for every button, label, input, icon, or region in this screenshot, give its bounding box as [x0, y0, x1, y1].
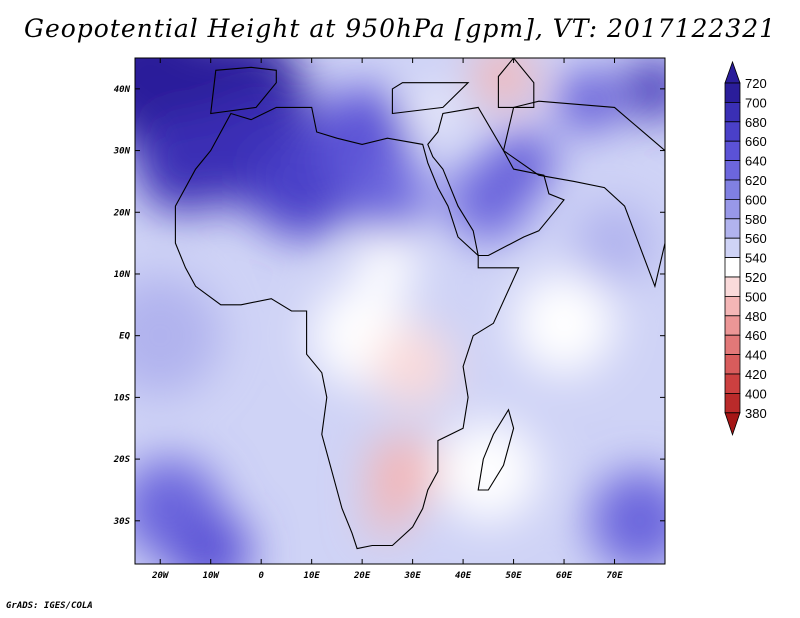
- lon-tick-label: 10W: [203, 571, 221, 581]
- colorbar-label: 480: [745, 309, 767, 324]
- field-blob: [135, 112, 236, 214]
- colorbar-swatch: [724, 121, 741, 142]
- lat-tick-label: 40N: [114, 85, 131, 95]
- lon-tick-label: 70E: [606, 571, 623, 581]
- height-field: [135, 58, 665, 564]
- lat-tick-label: 10S: [114, 393, 131, 403]
- grads-credit: GrADS: IGES/COLA: [6, 601, 93, 611]
- colorbar-swatch: [724, 160, 741, 181]
- colorbar-top-triangle: [724, 60, 741, 84]
- lon-tick-label: 30E: [403, 571, 421, 581]
- colorbar-label: 420: [745, 367, 767, 382]
- colorbar-label: 500: [745, 289, 767, 304]
- colorbar-swatch: [724, 315, 741, 336]
- lon-tick-label: 50E: [505, 571, 522, 581]
- colorbar-label: 620: [745, 173, 767, 188]
- madagascar-coastline: [477, 408, 515, 491]
- colorbar-swatch: [724, 237, 741, 258]
- colorbar-label: 660: [745, 134, 767, 149]
- colorbar-swatch: [724, 276, 741, 297]
- field-blob: [357, 231, 418, 292]
- field-blob: [559, 70, 620, 132]
- colorbar-swatch: [724, 218, 741, 239]
- colorbar-label: 380: [745, 406, 767, 421]
- lat-tick-label: 30N: [113, 147, 131, 157]
- colorbar: 720 700 680 660 640 620 600 580 560 540 520 500 480 4…: [724, 60, 767, 437]
- south-asia-coastline: [502, 100, 665, 289]
- field-blob: [589, 470, 665, 564]
- colorbar-swatch: [724, 354, 741, 375]
- lat-tick-label: 10N: [114, 270, 131, 280]
- field-blob: [170, 511, 252, 564]
- anatolia-coastline: [391, 82, 470, 115]
- colorbar-label: 700: [745, 95, 767, 110]
- colorbar-swatch: [724, 373, 741, 394]
- field-blob: [372, 326, 453, 407]
- lon-tick-label: 10E: [304, 571, 321, 581]
- lat-tick-label: 30S: [113, 517, 131, 527]
- colorbar-swatch: [724, 198, 741, 220]
- colorbar-swatch: [724, 257, 741, 278]
- colorbar-swatch: [724, 334, 741, 356]
- field-blob: [135, 275, 221, 397]
- colorbar-swatch: [724, 82, 741, 103]
- lon-tick-label: 20W: [151, 571, 170, 581]
- colorbar-label: 520: [745, 270, 767, 285]
- field-blob: [367, 494, 408, 535]
- field-blob: [473, 58, 534, 107]
- field-blob: [624, 58, 665, 120]
- field-blob: [407, 93, 448, 134]
- colorbar-label: 400: [745, 386, 767, 401]
- coastlines: [174, 58, 665, 550]
- field-blob: [437, 420, 539, 522]
- lat-tick-label: 20N: [113, 208, 131, 218]
- plot-frame: [134, 57, 666, 565]
- colorbar-label: 560: [745, 231, 767, 246]
- lon-tick-label: 20E: [353, 571, 371, 581]
- field-blob: [493, 132, 554, 194]
- colorbar-label: 720: [745, 76, 767, 91]
- caspian-coastline: [497, 58, 535, 108]
- colorbar-label: 680: [745, 115, 767, 130]
- colorbar-swatch: [724, 295, 741, 317]
- map-title: Geopotential Height at 950hPa [gpm], VT:…: [23, 14, 777, 43]
- colorbar-swatch: [724, 392, 741, 414]
- arabia-coastline: [427, 106, 565, 257]
- field-blob: [347, 159, 428, 241]
- colorbar-swatch: [724, 140, 741, 161]
- colorbar-label: 640: [745, 154, 767, 169]
- lon-tick-label: 40E: [455, 571, 472, 581]
- colorbar-bottom-triangle: [724, 412, 741, 437]
- colorbar-swatch: [724, 102, 741, 123]
- lon-tick-label: 0: [258, 571, 264, 581]
- lat-tick-label: EQ: [119, 332, 130, 342]
- lat-tick-label: 20S: [113, 455, 131, 465]
- colorbar-label: 440: [745, 348, 767, 363]
- field-blob: [574, 202, 655, 284]
- colorbar-label: 460: [745, 328, 767, 343]
- colorbar-label: 540: [745, 251, 767, 266]
- axis-ticks: 20W 10W 0 10E 20E 30E 40E 50E 60E 70E 40N 30N 20N 10N…: [113, 58, 665, 581]
- colorbar-label: 580: [745, 212, 767, 227]
- africa-coastline: [174, 106, 520, 550]
- colorbar-swatch: [724, 179, 741, 200]
- colorbar-label: 600: [745, 192, 767, 207]
- iberia-coastline: [210, 66, 277, 115]
- field-blob: [367, 436, 438, 507]
- field-blob: [513, 272, 615, 374]
- lon-tick-label: 60E: [556, 571, 573, 581]
